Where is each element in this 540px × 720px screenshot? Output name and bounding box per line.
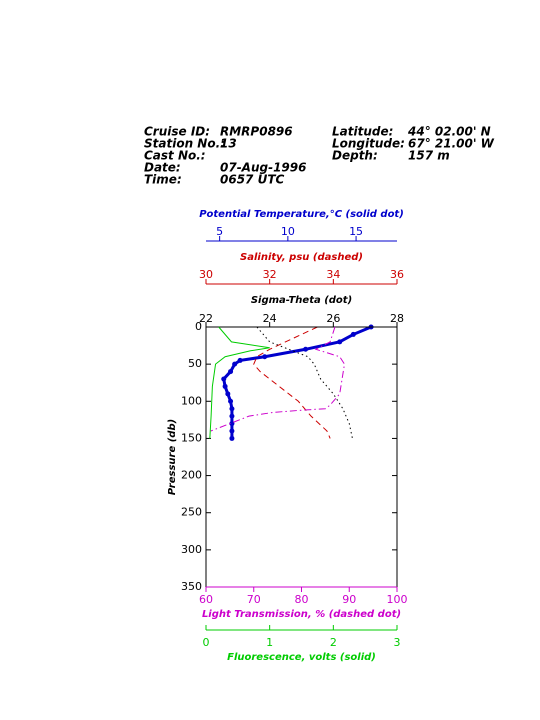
y-tick-label: 50 — [188, 357, 202, 370]
y-tick-label: 350 — [181, 580, 202, 593]
profile-dot — [229, 413, 235, 419]
profile-dot — [221, 376, 227, 382]
profile-dot — [237, 357, 243, 363]
header-label: Cruise ID: — [144, 125, 210, 139]
x-tick-label: 60 — [199, 593, 213, 606]
x-tick-label: 100 — [387, 593, 408, 606]
x-tick-label: 36 — [390, 268, 404, 281]
header-label: Date: — [144, 161, 181, 175]
y-tick-label: 250 — [181, 506, 202, 519]
profile-line — [210, 326, 345, 432]
profile-dot — [229, 435, 235, 441]
profile-dot — [350, 331, 356, 337]
x-axis-title: Sigma-Theta (dot) — [251, 295, 352, 306]
profile-dot — [222, 383, 228, 389]
x-tick-label: 34 — [326, 268, 340, 281]
profile-dot — [228, 369, 234, 375]
header-label: Longitude: — [332, 137, 405, 151]
x-tick-label: 15 — [349, 225, 363, 238]
profile-dot — [337, 339, 343, 345]
y-tick-label: 100 — [181, 394, 202, 407]
x-tick-label: 30 — [199, 268, 213, 281]
x-tick-label: 32 — [263, 268, 277, 281]
profile-line — [209, 326, 270, 439]
header-value: 07-Aug-1996 — [220, 161, 306, 175]
profile-line — [256, 326, 353, 439]
x-tick-label: 26 — [326, 312, 340, 325]
x-tick-label: 5 — [216, 225, 223, 238]
y-tick-label: 150 — [181, 431, 202, 444]
header-label: Depth: — [332, 149, 378, 163]
header-value: RMRP0896 — [220, 125, 293, 139]
profile-dot — [232, 361, 238, 367]
x-axis-title: Fluorescence, volts (solid) — [227, 652, 376, 663]
x-tick-label: 3 — [394, 636, 401, 649]
header-label: Station No.: — [144, 137, 225, 151]
profile-dot — [229, 428, 235, 434]
header-label: Cast No.: — [144, 149, 206, 163]
x-tick-label: 24 — [263, 312, 277, 325]
profile-dot — [303, 346, 309, 352]
y-tick-label: 300 — [181, 543, 202, 556]
header-value: 44° 02.00' N — [407, 125, 491, 139]
x-tick-label: 10 — [281, 225, 295, 238]
x-tick-label: 0 — [203, 636, 210, 649]
y-tick-label: 0 — [195, 320, 202, 333]
profile-dot — [262, 354, 268, 360]
y-axis-title: Pressure (db) — [167, 419, 178, 495]
header-label: Time: — [144, 173, 182, 187]
x-tick-label: 70 — [247, 593, 261, 606]
x-tick-label: 22 — [199, 312, 213, 325]
header-value: 157 m — [408, 149, 450, 163]
x-axis-title: Light Transmission, % (dashed dot) — [202, 609, 401, 620]
profile-dot — [229, 406, 235, 412]
x-tick-label: 28 — [390, 312, 404, 325]
profile-dot — [229, 421, 235, 427]
header-label: Latitude: — [332, 125, 393, 139]
profile-dot — [225, 391, 231, 397]
profile-line — [253, 326, 331, 439]
x-tick-label: 90 — [342, 593, 356, 606]
header-value: 67° 21.00' W — [408, 137, 495, 151]
header-value: 13 — [220, 137, 237, 151]
y-tick-label: 200 — [181, 469, 202, 482]
profile-dot — [228, 398, 234, 404]
x-tick-label: 2 — [330, 636, 337, 649]
x-axis-title: Potential Temperature,°C (solid dot) — [199, 209, 404, 220]
header-value: 0657 UTC — [220, 173, 285, 187]
x-tick-label: 80 — [295, 593, 309, 606]
x-tick-label: 1 — [266, 636, 273, 649]
x-axis-title: Salinity, psu (dashed) — [240, 252, 363, 263]
